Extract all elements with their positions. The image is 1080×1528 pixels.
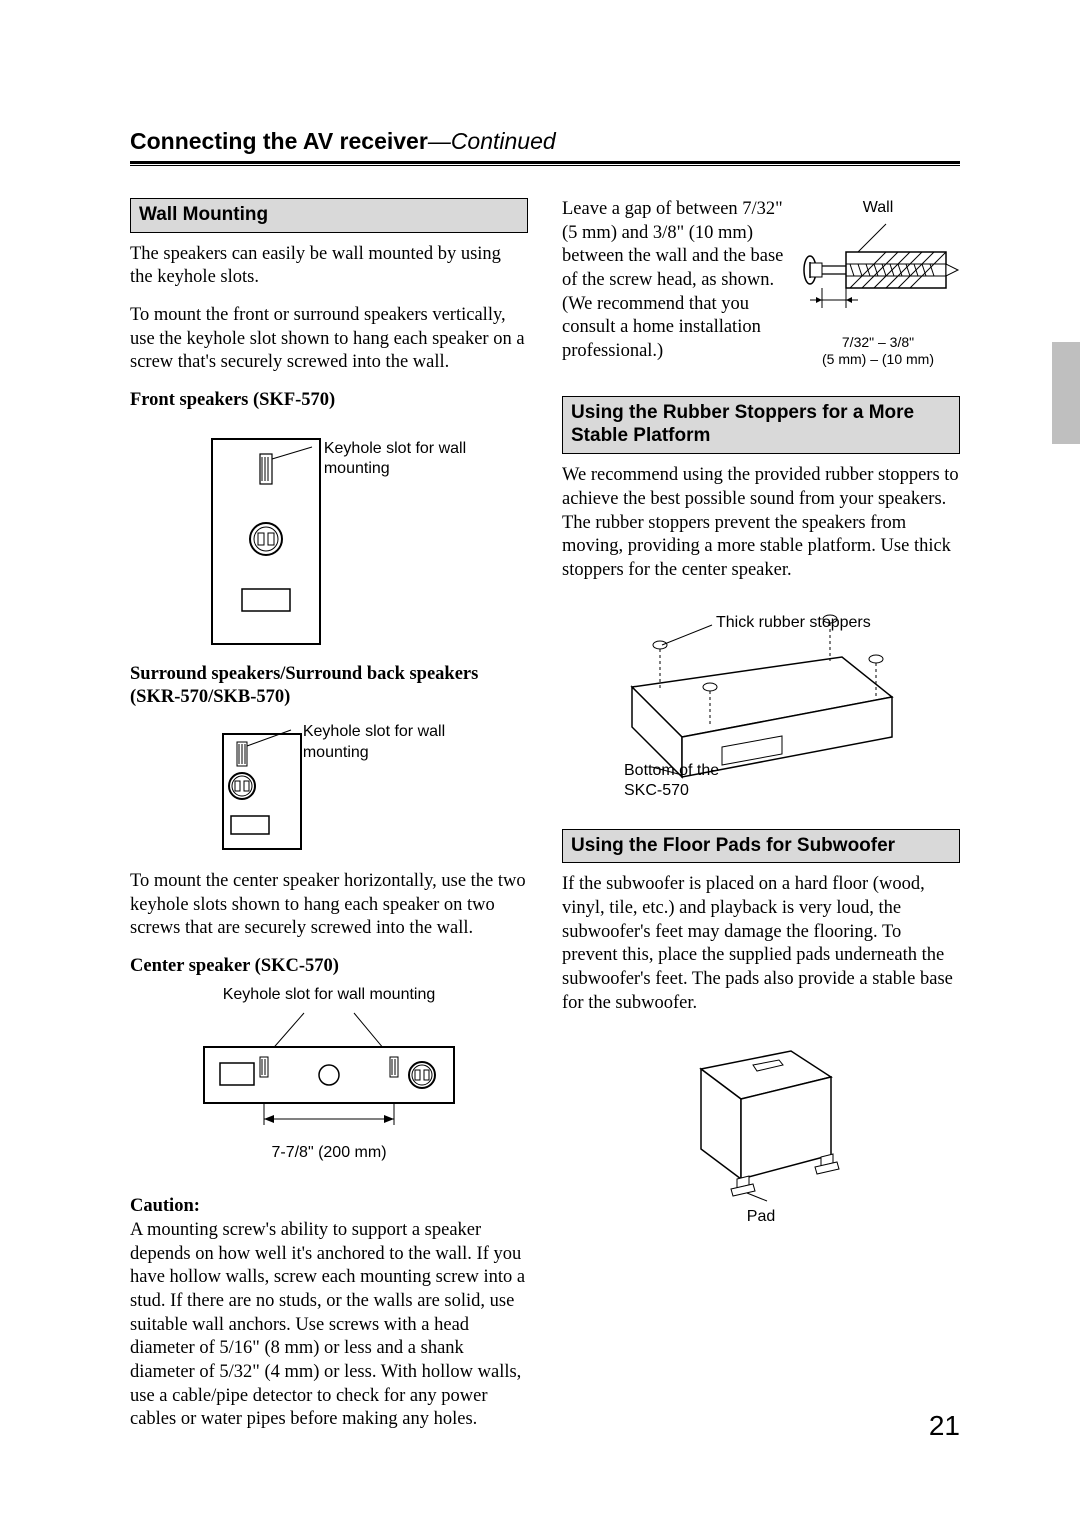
center-speaker-svg <box>184 1007 474 1157</box>
wall-p1: The speakers can easily be wall mounted … <box>130 243 528 290</box>
caution-label: Caution: <box>130 1195 528 1219</box>
front-keyhole-text-2: mounting <box>324 459 466 479</box>
wall-p2: To mount the front or surround speakers … <box>130 304 528 375</box>
floor-body: If the subwoofer is placed on a hard flo… <box>562 873 960 1015</box>
title-rule-thin <box>130 165 960 166</box>
wall-p3: To mount the center speaker horizontally… <box>130 870 528 941</box>
page-number: 21 <box>929 1410 960 1442</box>
page-root: Connecting the AV receiver—Continued Wal… <box>0 0 1080 1528</box>
heading-wall-mounting: Wall Mounting <box>130 198 528 233</box>
caution-body: A mounting screw's ability to support a … <box>130 1219 528 1432</box>
heading-floor-pads: Using the Floor Pads for Subwoofer <box>562 829 960 864</box>
title-continued: —Continued <box>428 128 556 154</box>
subwoofer-svg <box>661 1029 861 1209</box>
wall-label: Wall <box>796 198 960 218</box>
rubber-stoppers-figure: Thick rubber stoppers Bottom of the SKC-… <box>562 597 960 807</box>
surround-keyhole-text-2: mounting <box>303 743 445 763</box>
thumb-tab <box>1052 342 1080 444</box>
gap-body: Leave a gap of between 7/32" (5 mm) and … <box>562 198 784 364</box>
bottom-label-2: SKC-570 <box>624 781 719 801</box>
bottom-label-1: Bottom of the <box>624 761 719 781</box>
title-rule-thick <box>130 161 960 164</box>
right-column: Leave a gap of between 7/32" (5 mm) and … <box>562 198 960 1446</box>
pad-label: Pad <box>562 1207 960 1227</box>
gap-row: Leave a gap of between 7/32" (5 mm) and … <box>562 198 960 378</box>
title-main: Connecting the AV receiver <box>130 128 428 154</box>
subwoofer-figure: Pad <box>562 1029 960 1227</box>
wall-gap-svg <box>796 218 960 326</box>
surround-speakers-label: Surround speakers/Surround back speakers… <box>130 663 528 710</box>
thick-stoppers-label: Thick rubber stoppers <box>716 613 871 633</box>
heading-rubber-stoppers: Using the Rubber Stoppers for a More Sta… <box>562 396 960 455</box>
surround-keyhole-text-1: Keyhole slot for wall <box>303 722 445 742</box>
page-title: Connecting the AV receiver—Continued <box>130 128 960 155</box>
gap-dim-1: 7/32" – 3/8" <box>796 334 960 351</box>
front-keyhole-text-1: Keyhole slot for wall <box>324 439 466 459</box>
center-speaker-figure: Keyhole slot for wall mounting <box>130 985 528 1164</box>
gap-dim-2: (5 mm) – (10 mm) <box>796 351 960 368</box>
columns: Wall Mounting The speakers can easily be… <box>130 198 960 1446</box>
center-keyhole-text: Keyhole slot for wall mounting <box>130 985 528 1005</box>
rubber-body: We recommend using the provided rubber s… <box>562 464 960 582</box>
center-speaker-label: Center speaker (SKC-570) <box>130 955 528 979</box>
wall-gap-figure: Wall <box>796 198 960 368</box>
front-speaker-figure: Keyhole slot for wall mounting <box>130 419 528 649</box>
left-column: Wall Mounting The speakers can easily be… <box>130 198 528 1446</box>
front-speakers-label: Front speakers (SKF-570) <box>130 389 528 413</box>
surround-speaker-figure: Keyhole slot for wall mounting <box>130 716 528 856</box>
